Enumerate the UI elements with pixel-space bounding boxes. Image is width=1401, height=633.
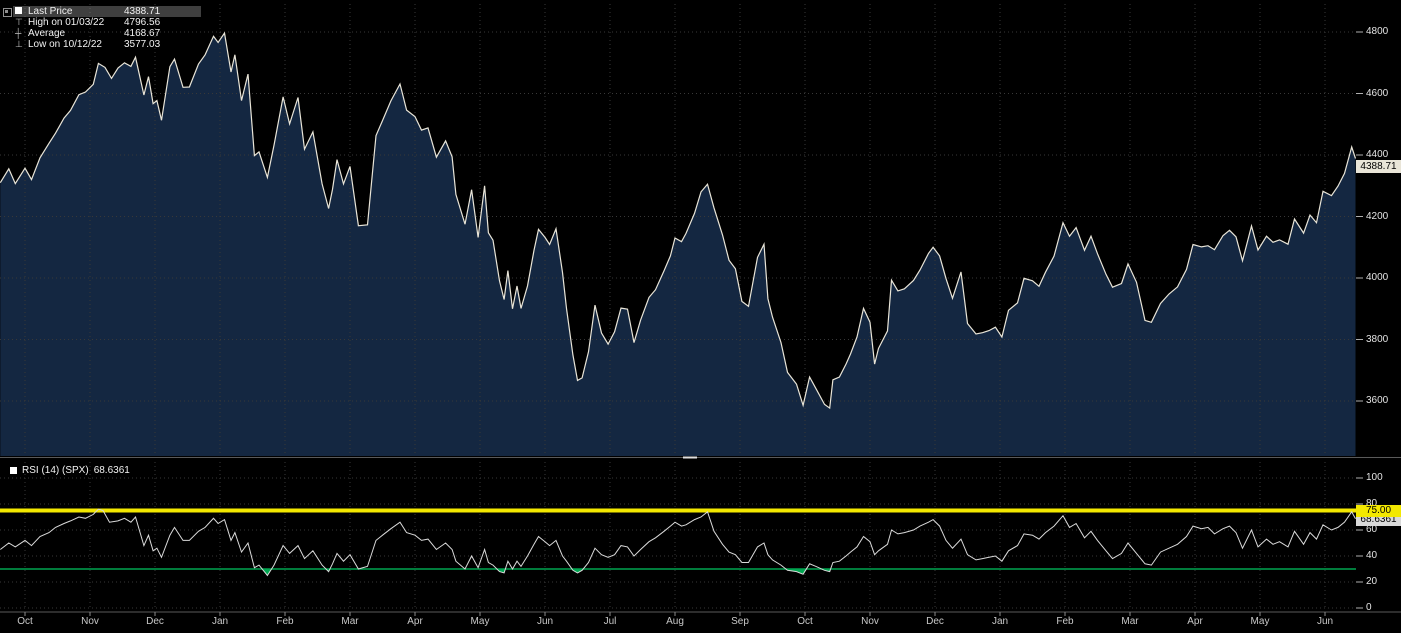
last-price-swatch-icon (15, 6, 28, 17)
legend-value: 4796.56 (124, 17, 161, 28)
month-label: Oct (17, 616, 33, 627)
month-label: Nov (861, 616, 879, 627)
low-marker-icon: ⊥ (15, 39, 23, 49)
legend-label: Last Price (28, 6, 73, 17)
rsi-axis-label: 60 (1366, 524, 1378, 535)
legend-label: Average (28, 28, 66, 39)
legend-label: High on 01/03/22 (28, 17, 105, 28)
price-legend: Last Price 4388.71 ⊤ High on 01/03/22 47… (13, 6, 201, 50)
rsi-axis-label: 80 (1366, 498, 1378, 509)
month-label: Aug (666, 616, 684, 627)
legend-label: Low on 10/12/22 (28, 39, 102, 50)
rsi-swatch-icon (10, 467, 17, 474)
price-axis-label: 4200 (1366, 210, 1389, 222)
legend-row-average[interactable]: ┼ Average 4168.67 (13, 28, 201, 39)
month-label: May (470, 616, 490, 627)
month-label: Apr (407, 616, 423, 627)
month-label: Mar (341, 616, 359, 627)
month-label: Sep (731, 616, 749, 627)
month-label: Nov (81, 616, 99, 627)
rsi-axis-label: 40 (1366, 550, 1378, 561)
price-axis-label: 3800 (1366, 333, 1389, 345)
legend-row-low[interactable]: ⊥ Low on 10/12/22 3577.03 (13, 39, 201, 50)
month-label: Mar (1121, 616, 1139, 627)
legend-value: 4388.71 (124, 6, 161, 17)
rsi-axis-label: 100 (1366, 472, 1383, 483)
month-label: Jan (991, 616, 1009, 627)
rsi-legend-label: RSI (14) (SPX) (22, 465, 89, 476)
rsi-axis-label: 20 (1366, 576, 1378, 587)
legend-value: 4168.67 (124, 28, 161, 39)
legend-row-high[interactable]: ⊤ High on 01/03/22 4796.56 (13, 17, 201, 28)
month-label: Oct (797, 616, 813, 627)
month-label: Feb (1056, 616, 1074, 627)
legend-row-last-price[interactable]: Last Price 4388.71 (13, 6, 201, 17)
average-marker-icon: ┼ (15, 28, 22, 38)
month-label: Dec (146, 616, 164, 627)
expand-panel-icon[interactable] (3, 8, 12, 17)
price-axis-label: 4000 (1366, 272, 1389, 283)
rsi-value-badge: 68.6361 (1356, 513, 1401, 526)
high-marker-icon: ⊤ (15, 17, 23, 27)
month-label: Dec (926, 616, 944, 627)
month-label: Feb (276, 616, 294, 627)
month-label: Jun (536, 616, 554, 627)
rsi-legend-value: 68.6361 (93, 465, 130, 476)
price-axis-label: 4400 (1366, 149, 1389, 160)
rsi-axis-label: 0 (1366, 602, 1372, 613)
overbought-badge: 75.00 (1356, 504, 1401, 517)
last-price-badge: 4388.71 (1356, 160, 1401, 174)
month-label: Jun (1316, 616, 1334, 627)
rsi-legend[interactable]: RSI (14) (SPX) 68.6361 (10, 465, 130, 476)
month-label: Apr (1187, 616, 1203, 627)
month-label: Jul (603, 616, 617, 627)
price-axis-label: 4800 (1366, 26, 1389, 37)
legend-value: 3577.03 (124, 39, 161, 50)
month-label: Jan (211, 616, 229, 627)
price-axis-label: 3600 (1366, 395, 1389, 406)
month-label: May (1250, 616, 1270, 627)
price-axis-label: 4600 (1366, 87, 1389, 99)
